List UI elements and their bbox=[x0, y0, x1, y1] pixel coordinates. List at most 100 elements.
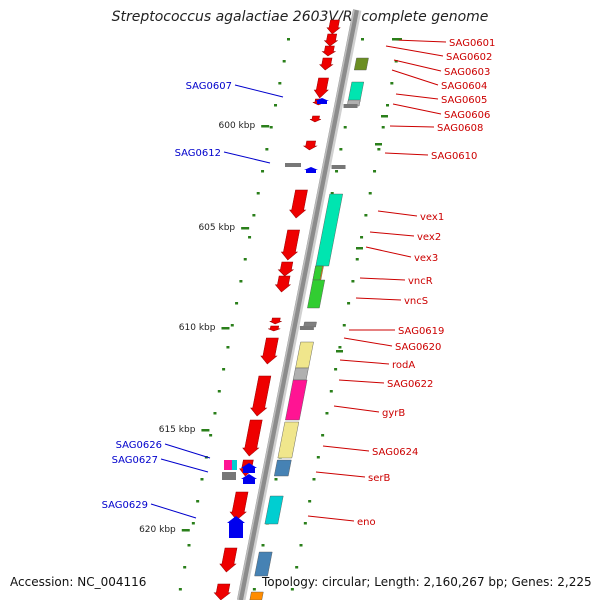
outer-guide-dot bbox=[191, 522, 195, 525]
right-guide-dot bbox=[398, 38, 402, 41]
function-color-box bbox=[295, 341, 314, 369]
outer-guide-dot bbox=[278, 82, 282, 85]
forward-gene-label: SAG0610 bbox=[431, 151, 477, 162]
right-guide-dot bbox=[373, 170, 377, 173]
forward-gene-label: vex2 bbox=[417, 232, 441, 243]
forward-label-leader bbox=[315, 471, 366, 478]
right-guide-dot bbox=[321, 434, 325, 437]
forward-gene-label: SAG0622 bbox=[387, 379, 433, 390]
reverse-function-box bbox=[232, 460, 237, 470]
outer-guide-dot bbox=[226, 346, 230, 349]
forward-gene-label: SAG0603 bbox=[444, 67, 490, 78]
right-guide-dot bbox=[360, 236, 364, 239]
reverse-gene-arrow bbox=[241, 474, 257, 484]
outer-guide-dot bbox=[235, 302, 239, 305]
forward-gene-label: SAG0608 bbox=[437, 123, 483, 134]
outer-guide-dot bbox=[178, 588, 182, 591]
right-guide-dot bbox=[325, 412, 329, 415]
forward-gene-arrow bbox=[250, 375, 272, 417]
scale-tick bbox=[221, 327, 230, 330]
reverse-gene-label: SAG0607 bbox=[186, 81, 232, 92]
forward-label-leader bbox=[385, 45, 444, 57]
outer-guide-dot bbox=[196, 500, 200, 503]
forward-label-leader bbox=[307, 515, 355, 522]
reverse-minor-bar bbox=[222, 472, 236, 480]
forward-gene-label: SAG0604 bbox=[441, 81, 487, 92]
forward-gene-arrow bbox=[213, 583, 231, 600]
minor-gene-bar bbox=[299, 326, 314, 330]
right-guide-dot bbox=[386, 104, 390, 107]
outer-guide-dot bbox=[243, 258, 247, 261]
topology-text: Topology: circular; Length: 2,160,267 bp… bbox=[262, 575, 592, 589]
forward-label-leader bbox=[355, 297, 402, 301]
right-guide-dot bbox=[316, 456, 320, 459]
forward-gene-label: SAG0602 bbox=[446, 52, 492, 63]
outer-guide-dot bbox=[239, 280, 243, 283]
forward-gene-label: eno bbox=[357, 517, 376, 528]
function-color-box bbox=[347, 81, 365, 103]
function-color-box bbox=[254, 551, 273, 577]
outer-guide-dot bbox=[213, 412, 217, 415]
forward-label-leader bbox=[338, 379, 385, 384]
reverse-label-leader bbox=[150, 503, 197, 519]
forward-label-leader bbox=[369, 231, 415, 237]
reverse-label-leader bbox=[164, 443, 211, 459]
forward-gene-arrow bbox=[326, 19, 341, 35]
inner-guide-dot bbox=[339, 148, 343, 151]
forward-label-leader bbox=[393, 59, 442, 72]
reverse-label-leader bbox=[234, 84, 284, 98]
reverse-gene-arrow bbox=[304, 167, 318, 173]
inner-guide-dot bbox=[252, 588, 256, 591]
right-guide-dot bbox=[381, 126, 385, 129]
function-color-box bbox=[277, 421, 300, 459]
reverse-function-box bbox=[224, 460, 232, 470]
forward-gene-label: gyrB bbox=[382, 408, 405, 419]
outer-guide-dot bbox=[217, 390, 221, 393]
outer-guide-dot bbox=[222, 368, 226, 371]
forward-gene-arrow bbox=[309, 115, 322, 123]
forward-gene-label: SAG0624 bbox=[372, 447, 418, 458]
lane-tick bbox=[356, 247, 363, 250]
forward-gene-arrow bbox=[313, 77, 329, 99]
forward-gene-label: SAG0620 bbox=[395, 342, 441, 353]
outer-guide-dot bbox=[269, 126, 273, 129]
right-guide-dot bbox=[338, 346, 342, 349]
reverse-label-leader bbox=[160, 458, 209, 473]
lane-tick bbox=[375, 143, 382, 146]
minor-gene-bar bbox=[343, 104, 358, 108]
function-color-box bbox=[249, 591, 264, 600]
right-guide-dot bbox=[394, 60, 398, 63]
inner-guide-dot bbox=[330, 192, 334, 195]
lane-tick bbox=[392, 38, 399, 41]
lane-tick bbox=[336, 350, 343, 353]
scale-label: 610 kbp bbox=[179, 323, 216, 333]
outer-guide-dot bbox=[200, 478, 204, 481]
forward-gene-label: vncS bbox=[404, 296, 428, 307]
forward-gene-label: serB bbox=[368, 473, 390, 484]
inner-guide-dot bbox=[335, 170, 339, 173]
forward-gene-arrow bbox=[268, 325, 281, 332]
right-guide-dot bbox=[377, 148, 381, 151]
outer-guide-dot bbox=[274, 104, 278, 107]
forward-gene-arrow bbox=[323, 33, 339, 47]
genome-title: Streptococcus agalactiae 2603V/R, comple… bbox=[111, 9, 489, 25]
scale-label: 620 kbp bbox=[139, 525, 176, 535]
inner-guide-dot bbox=[261, 544, 265, 547]
right-guide-dot bbox=[290, 588, 294, 591]
forward-gene-arrow bbox=[219, 547, 238, 573]
right-guide-dot bbox=[351, 280, 355, 283]
right-guide-dot bbox=[355, 258, 359, 261]
forward-gene-label: vex3 bbox=[414, 253, 438, 264]
forward-label-leader bbox=[359, 277, 406, 281]
forward-gene-arrow bbox=[289, 189, 308, 219]
outer-guide-dot bbox=[265, 148, 269, 151]
forward-gene-label: SAG0601 bbox=[449, 38, 495, 49]
forward-label-leader bbox=[365, 246, 412, 258]
function-color-box bbox=[274, 459, 292, 477]
reverse-label-leader bbox=[223, 151, 271, 164]
forward-label-leader bbox=[377, 210, 418, 217]
forward-gene-label: vncR bbox=[408, 276, 433, 287]
forward-gene-label: SAG0619 bbox=[398, 326, 444, 337]
forward-gene-arrow bbox=[260, 337, 279, 365]
